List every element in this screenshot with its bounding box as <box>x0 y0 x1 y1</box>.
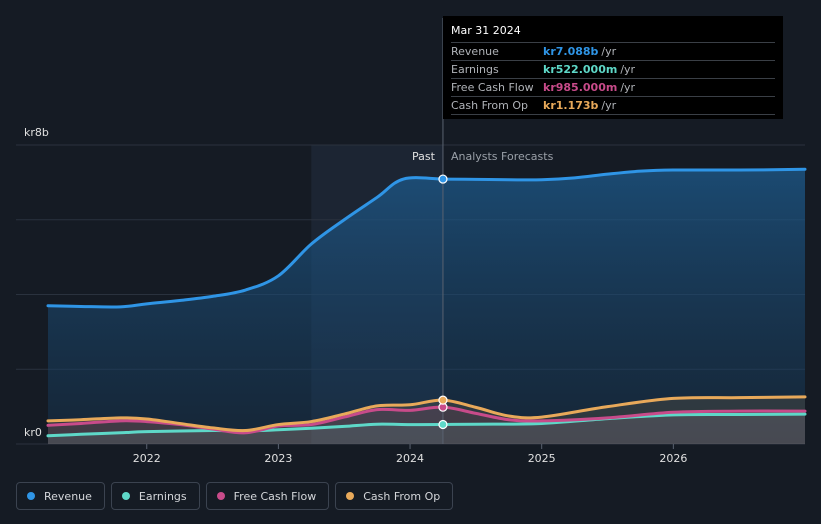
tooltip-label: Cash From Op <box>451 99 529 112</box>
earnings-point <box>438 419 448 430</box>
tooltip-value: kr985.000m <box>543 81 618 94</box>
chart: kr8b kr0 Past Analysts Forecasts 2022 202… <box>16 18 807 465</box>
x-tick-label: 2023 <box>264 452 292 465</box>
legend-item-earnings[interactable]: Earnings <box>110 482 200 510</box>
cash-from-op-line <box>46 395 807 433</box>
legend-dot-icon <box>216 492 225 500</box>
tooltip-row-free-cash-flow: Free Cash Flow kr985.000m /yr <box>451 78 775 96</box>
cash-from-op-point <box>438 395 448 405</box>
legend-label: Earnings <box>138 489 187 503</box>
y-axis-top-label: kr8b <box>24 126 49 139</box>
earnings-area <box>48 414 805 444</box>
revenue-line <box>46 167 807 309</box>
tooltip-label: Revenue <box>451 45 499 58</box>
y-axis-bottom-label: kr0 <box>24 426 42 439</box>
x-tick-label: 2022 <box>133 452 161 465</box>
legend-item-revenue[interactable]: Revenue <box>16 482 105 510</box>
tooltip-row-cash-from-op: Cash From Op kr1.173b /yr <box>451 96 775 115</box>
past-label: Past <box>412 150 436 163</box>
x-tick-label: 2024 <box>396 452 424 465</box>
legend-dot-icon <box>27 492 35 500</box>
legend-item-free-cash-flow[interactable]: Free Cash Flow <box>205 482 330 510</box>
tooltip-label: Free Cash Flow <box>451 81 534 94</box>
legend-label: Cash From Op <box>363 489 441 503</box>
legend-label: Free Cash Flow <box>233 489 317 503</box>
tooltip-label: Earnings <box>451 63 499 76</box>
tooltip-unit: /yr <box>620 81 636 94</box>
highlight-points <box>438 174 448 430</box>
free-cash-flow-line <box>46 405 807 435</box>
revenue-point <box>438 174 448 184</box>
x-tick-label: 2026 <box>659 452 687 465</box>
x-axis-ticks: 2022 2023 2024 2025 2026 <box>133 444 687 465</box>
forecast-label: Analysts Forecasts <box>451 150 554 163</box>
legend-dot-icon <box>346 492 355 500</box>
tooltip-value: kr522.000m <box>543 63 618 76</box>
revenue-area <box>48 169 805 444</box>
tooltip: Mar 31 2024 Revenue kr7.088b /yr Earning… <box>443 16 783 119</box>
tooltip-unit: /yr <box>601 45 617 58</box>
legend-item-cash-from-op[interactable]: Cash From Op <box>335 482 454 510</box>
tooltip-value: kr7.088b <box>543 45 599 58</box>
legend-dot-icon <box>121 492 130 500</box>
series-lines <box>46 167 807 438</box>
tooltip-value: kr1.173b <box>543 99 599 112</box>
tooltip-unit: /yr <box>620 63 636 76</box>
x-tick-label: 2025 <box>528 452 556 465</box>
tooltip-date: Mar 31 2024 <box>451 24 521 37</box>
legend: Revenue Earnings Free Cash Flow Cash Fro… <box>16 482 454 510</box>
tooltip-unit: /yr <box>601 99 617 112</box>
tooltip-row-earnings: Earnings kr522.000m /yr <box>451 60 775 78</box>
tooltip-row-revenue: Revenue kr7.088b /yr <box>451 42 775 60</box>
legend-label: Revenue <box>44 489 92 503</box>
